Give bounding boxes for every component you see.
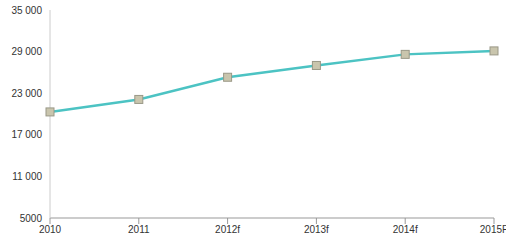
svg-text:23 000: 23 000 bbox=[11, 88, 42, 99]
svg-text:29 000: 29 000 bbox=[11, 46, 42, 57]
svg-text:2011: 2011 bbox=[128, 224, 150, 235]
svg-text:11 000: 11 000 bbox=[12, 171, 42, 182]
svg-text:2010: 2010 bbox=[39, 224, 62, 235]
svg-text:17 000: 17 000 bbox=[11, 129, 42, 140]
svg-text:2012f: 2012f bbox=[215, 224, 240, 235]
svg-text:2013f: 2013f bbox=[304, 224, 329, 235]
svg-text:35 000: 35 000 bbox=[11, 5, 42, 16]
svg-text:5000: 5000 bbox=[20, 213, 43, 224]
svg-text:2014f: 2014f bbox=[393, 224, 418, 235]
svg-text:2015F: 2015F bbox=[480, 224, 498, 235]
